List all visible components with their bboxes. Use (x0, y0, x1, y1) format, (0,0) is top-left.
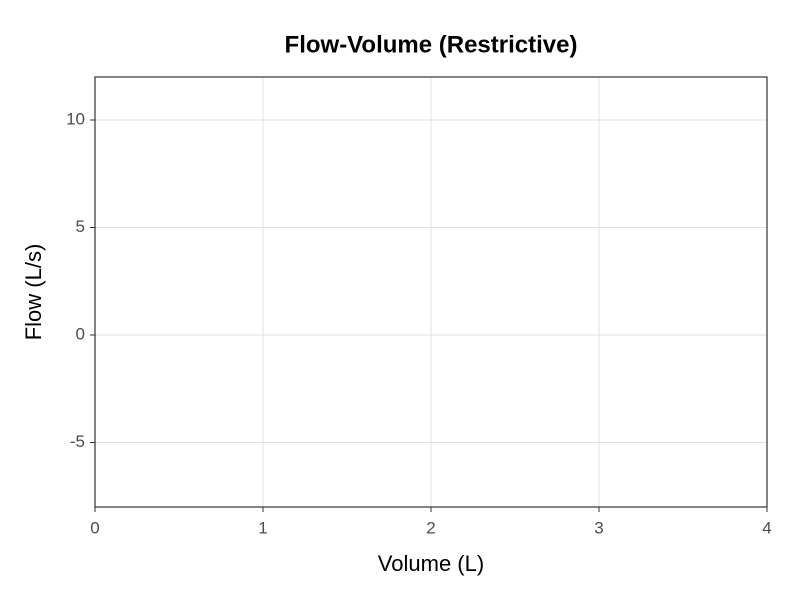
x-axis-label: Volume (L) (378, 551, 484, 576)
y-tick-label: 0 (76, 324, 85, 343)
x-tick-label: 1 (258, 518, 267, 537)
panel-border (94, 76, 768, 508)
chart-title: Flow-Volume (Restrictive) (285, 31, 578, 58)
y-axis-label: Flow (L/s) (21, 244, 46, 341)
x-tick-label: 3 (594, 518, 603, 537)
x-tick-label: 4 (762, 518, 771, 537)
y-tick-label: 5 (76, 217, 85, 236)
y-tick-label: -5 (70, 432, 85, 451)
x-tick-label: 2 (426, 518, 435, 537)
x-tick-label: 0 (90, 518, 99, 537)
y-tick-label: 10 (66, 109, 85, 128)
